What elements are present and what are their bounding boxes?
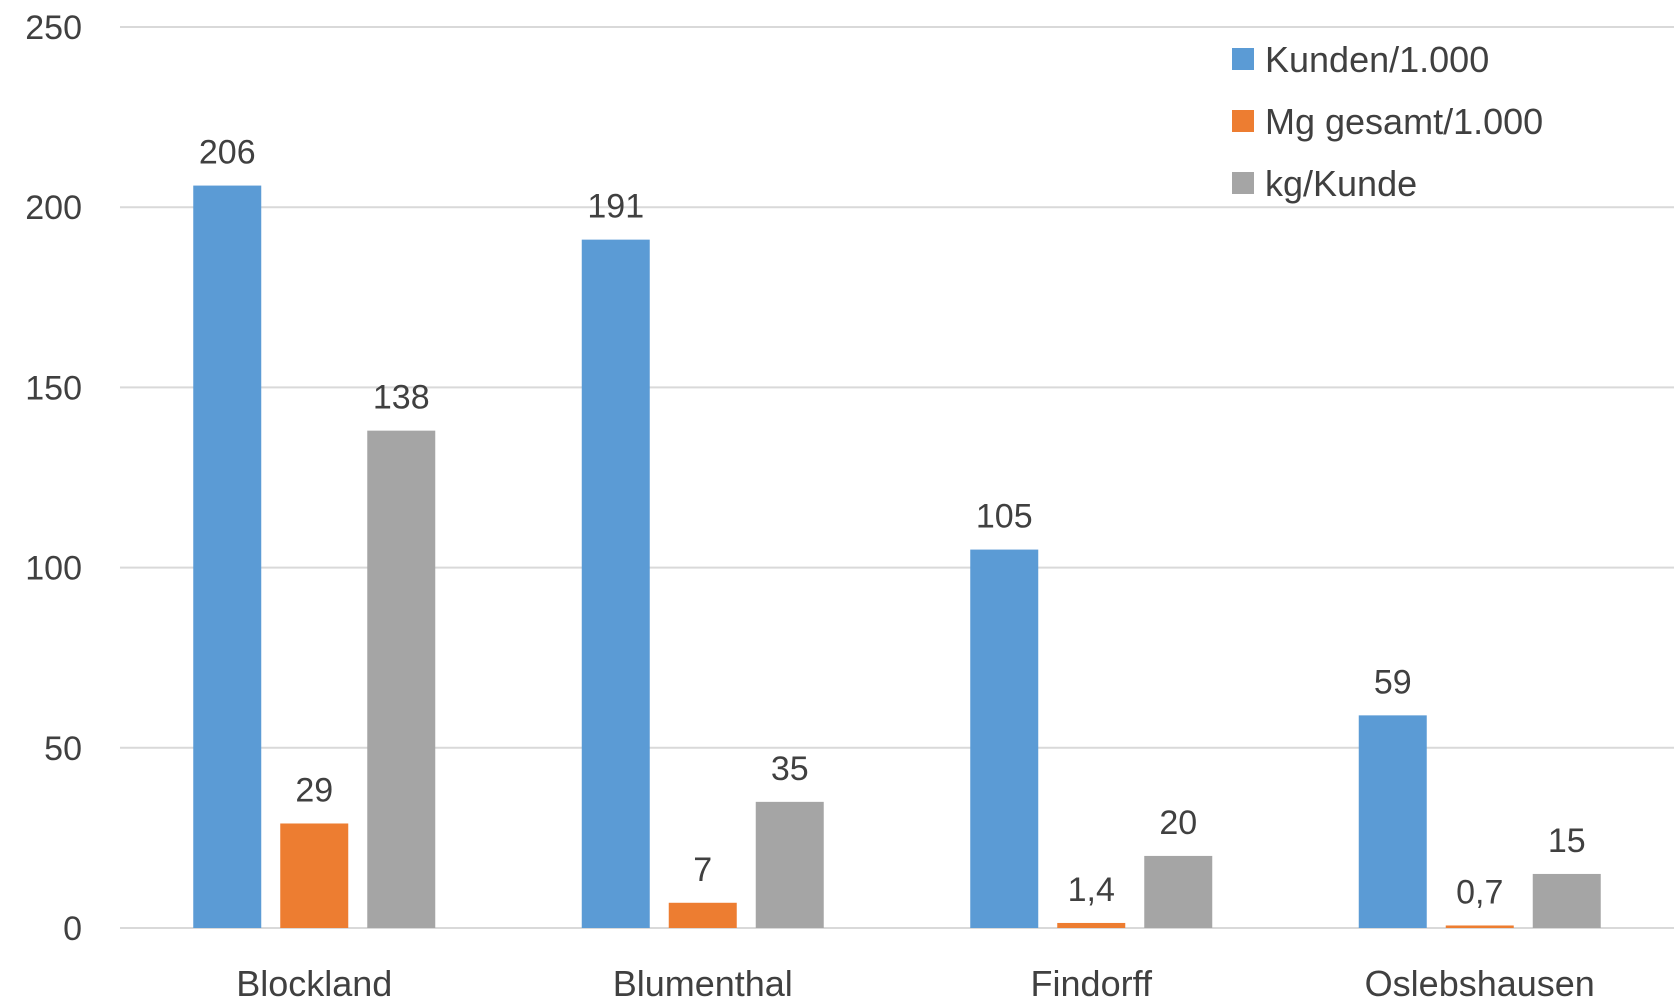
category-label: Blumenthal [613, 963, 793, 1004]
y-tick-label: 200 [25, 189, 82, 227]
legend-swatch [1232, 172, 1254, 194]
bar-blumenthal-series-2 [755, 801, 824, 928]
category-label: Findorff [1031, 963, 1153, 1004]
legend-label: Kunden/1.000 [1265, 39, 1489, 80]
data-label: 138 [373, 379, 430, 417]
y-tick-label: 0 [63, 910, 82, 948]
bar-blockland-series-1 [280, 823, 349, 928]
data-label: 206 [199, 134, 256, 172]
legend-swatch [1232, 110, 1254, 132]
y-tick-label: 250 [25, 9, 82, 47]
bar-findorff-series-2 [1144, 855, 1213, 928]
data-label: 20 [1159, 804, 1197, 842]
bar-oslebshausen-series-2 [1532, 873, 1601, 928]
gridlines [120, 26, 1674, 929]
data-label: 0,7 [1456, 873, 1503, 911]
bar-findorff-series-0 [970, 549, 1039, 928]
data-label: 29 [295, 771, 333, 809]
x-axis-category-labels: Blockland Blumenthal Findorff Oslebshausen [236, 963, 1595, 1004]
y-tick-label: 100 [25, 550, 82, 588]
legend-label: Mg gesamt/1.000 [1265, 101, 1543, 142]
data-label: 7 [693, 851, 712, 889]
category-label: Blockland [236, 963, 392, 1004]
bar-blumenthal-series-0 [581, 239, 650, 929]
data-label: 59 [1374, 663, 1412, 701]
y-tick-label: 150 [25, 369, 82, 407]
data-label: 15 [1548, 822, 1586, 860]
y-tick-label: 50 [44, 730, 82, 768]
data-label: 191 [587, 188, 644, 226]
legend-label: kg/Kunde [1265, 163, 1417, 204]
bar-findorff-series-1 [1057, 922, 1126, 928]
category-label: Oslebshausen [1365, 963, 1595, 1004]
data-labels: 206 29 138 191 7 35 105 1,4 20 59 0,7 15 [199, 134, 1586, 912]
data-label: 35 [771, 750, 809, 788]
bar-blockland-series-0 [193, 185, 262, 929]
data-label: 105 [976, 498, 1033, 536]
legend: Kunden/1.000 Mg gesamt/1.000 kg/Kunde [1232, 39, 1543, 204]
bar-blumenthal-series-1 [668, 902, 737, 928]
bar-oslebshausen-series-0 [1358, 715, 1427, 928]
y-axis-tick-labels: 0 50 100 150 200 250 [25, 9, 82, 948]
data-label: 1,4 [1068, 871, 1115, 909]
legend-swatch [1232, 48, 1254, 70]
bar-oslebshausen-series-1 [1445, 925, 1514, 928]
bar-blockland-series-2 [367, 430, 436, 928]
bars [193, 185, 1601, 929]
